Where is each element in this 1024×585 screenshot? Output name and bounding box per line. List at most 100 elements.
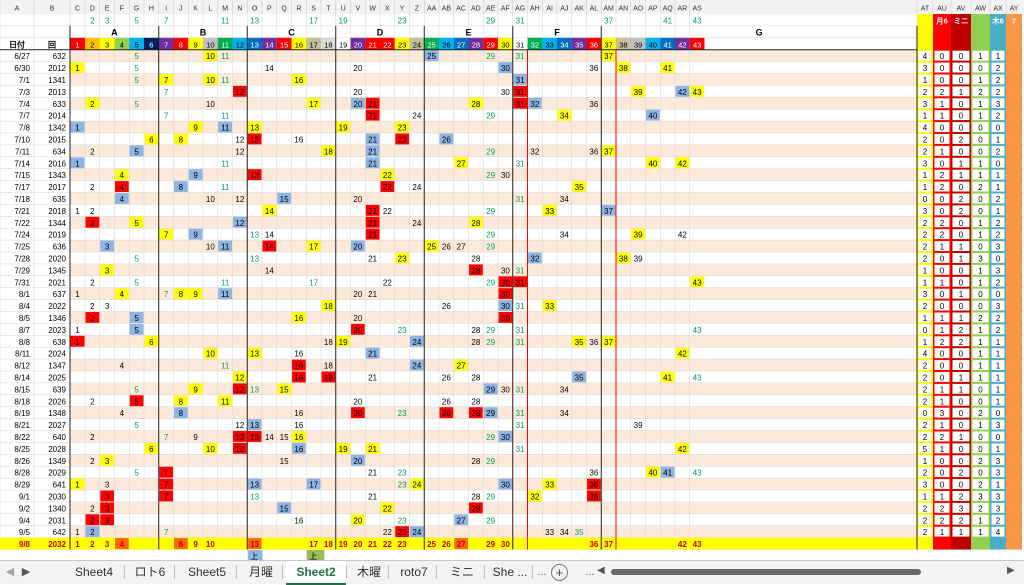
scroll-right-arrow-icon[interactable]: ▶: [1007, 565, 1015, 576]
number-cell: 16: [294, 350, 303, 359]
number-cell-highlight: [351, 97, 365, 109]
scrollbar-thumb[interactable]: [611, 569, 921, 575]
number-header-cell: [498, 37, 513, 50]
result-number: 3: [105, 540, 110, 549]
stat-value: 1: [923, 112, 928, 121]
more-tabs-right-ellipsis[interactable]: ...: [585, 566, 595, 578]
column-header-aq: AQ: [663, 6, 674, 13]
number-cell: 1: [75, 124, 80, 133]
stat-value: 1: [940, 100, 945, 109]
row-date: 8/22: [14, 433, 30, 442]
number-cell: 3: [105, 504, 110, 513]
add-sheet-button[interactable]: +: [551, 564, 568, 581]
horizontal-scrollbar[interactable]: ◀ ▶: [597, 565, 1015, 576]
stat-value-bg: [991, 74, 1005, 85]
stat-value-bg: [918, 134, 932, 144]
number-cell: 5: [134, 314, 139, 323]
stat-value-bg: [934, 360, 950, 370]
number-cell-highlight: [144, 335, 159, 347]
number-cell: 5: [134, 147, 139, 156]
row-date: 7/14: [14, 159, 30, 168]
number-cell: 30: [501, 88, 510, 97]
stat-value: 0: [959, 397, 964, 406]
number-cell: 16: [294, 409, 303, 418]
number-cell: 1: [75, 159, 80, 168]
number-cell: 30: [501, 314, 510, 323]
row-band: [70, 49, 917, 62]
result-highlight: [247, 538, 262, 549]
number-cell: 30: [501, 278, 510, 287]
sheet-tab-1[interactable]: ロト6: [134, 565, 166, 579]
stat-value-bg: [918, 383, 932, 394]
number-cell: 11: [221, 124, 230, 133]
sheet-tab-6[interactable]: roto7: [400, 565, 428, 579]
stat-value: 1: [940, 492, 945, 501]
stat-value: 1: [996, 397, 1001, 406]
number-cell: 2: [90, 219, 95, 228]
number-cell: 23: [398, 528, 407, 537]
number-cell: 9: [193, 124, 198, 133]
number-cell: 20: [353, 64, 362, 73]
stat-value: 2: [940, 433, 945, 442]
number-cell: 41: [663, 64, 672, 73]
stat-value: 1: [923, 492, 928, 501]
number-cell-highlight: [100, 454, 114, 466]
result-number: 26: [442, 540, 451, 549]
result-number: 21: [368, 540, 377, 549]
stat-value-bg: [934, 253, 950, 263]
number-header-cell: [350, 37, 366, 50]
sheet-tab-8[interactable]: She ...: [492, 565, 528, 579]
number-cell-highlight: [572, 371, 586, 383]
sheet-tab-5[interactable]: 木曜: [356, 565, 381, 579]
stat-value-bg: [934, 288, 950, 299]
number-cell-highlight: [395, 133, 409, 145]
stat-value: 5: [923, 445, 928, 454]
number-cell-highlight: [365, 157, 380, 169]
column-header-v: V: [356, 6, 361, 13]
row-band: [70, 192, 917, 205]
stat-value: 0: [978, 195, 983, 204]
number-cell-highlight: [218, 395, 232, 407]
number-cell: 39: [634, 421, 643, 430]
number-cell: 19: [339, 445, 348, 454]
number-cell-highlight: [233, 85, 247, 97]
row-band: [70, 311, 917, 324]
row-date: 7/29: [14, 266, 30, 275]
number-cell: 29: [486, 326, 495, 335]
stat-value: 2: [923, 504, 928, 513]
number-cell: 37: [604, 52, 613, 61]
sheet-tab-2[interactable]: Sheet5: [187, 565, 227, 579]
number-cell-highlight: [365, 97, 380, 109]
number-cell-highlight: [292, 359, 306, 371]
number-cell-highlight: [572, 181, 586, 192]
result-number: 30: [501, 540, 510, 549]
stat-value-bg: [918, 348, 932, 359]
more-tabs-ellipsis[interactable]: ...: [537, 566, 547, 578]
number-cell: 13: [250, 481, 259, 490]
sheet-tab-3[interactable]: 月曜: [248, 565, 273, 579]
number-header-label: 29: [486, 40, 494, 49]
number-cell: 11: [221, 362, 230, 371]
tab-scroll-left-icon[interactable]: ◀: [5, 566, 15, 578]
row-date: 9/5: [19, 528, 31, 537]
number-cell-highlight: [70, 62, 85, 73]
sheet-grid[interactable]: A B C D E F G H I J K L M N O P Q R S T U V W X Y Z AA AB AC AD AE AF AG…: [0, 0, 1024, 560]
stat-value: 0: [940, 373, 945, 382]
stat-value-bg: [918, 217, 932, 228]
number-cell-highlight: [321, 300, 336, 311]
stat-value-bg: [934, 193, 950, 204]
row-round: 642: [53, 528, 67, 537]
sheet-tab-7[interactable]: ミニ: [449, 565, 474, 579]
result-number: 17: [309, 540, 318, 549]
result-highlight: [454, 538, 468, 549]
stat-value: 0: [923, 409, 928, 418]
stat-value-bg: [972, 407, 989, 418]
tab-scroll-right-icon[interactable]: ▶: [21, 566, 31, 578]
scroll-left-arrow-icon[interactable]: ◀: [597, 565, 605, 576]
sheet-tab-4[interactable]: Sheet2: [286, 561, 346, 585]
number-cell-highlight: [247, 419, 262, 430]
sheet-tab-0[interactable]: Sheet4: [74, 565, 114, 579]
number-cell-highlight: [542, 204, 557, 216]
stat-value-bg: [952, 253, 970, 263]
